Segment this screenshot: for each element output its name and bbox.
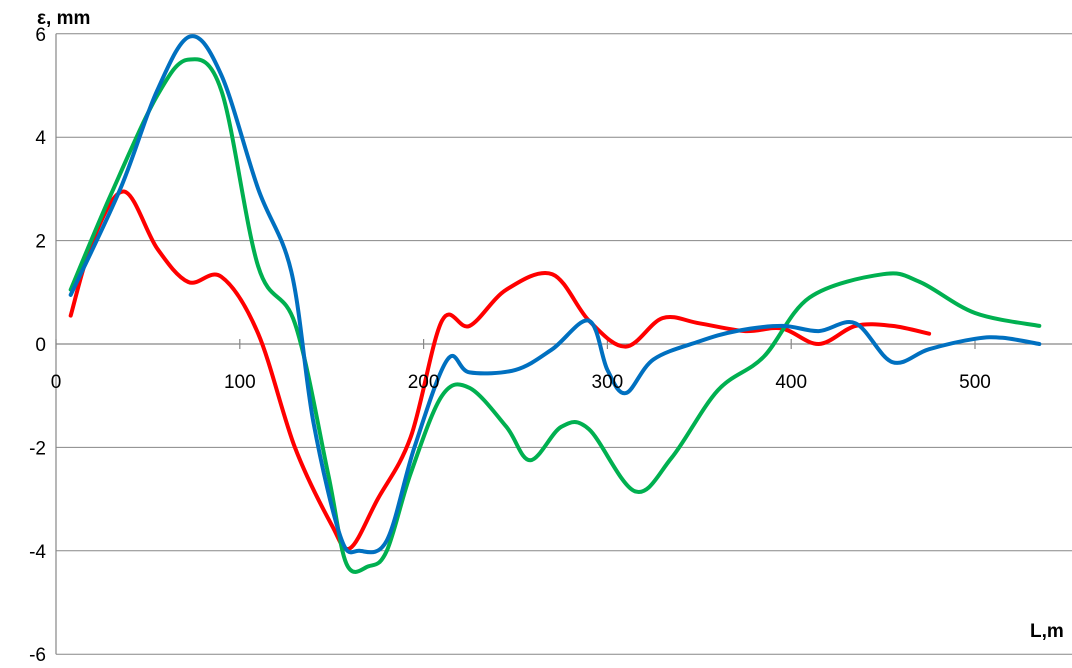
y-tick-label: 2 (35, 232, 46, 253)
y-tick-label: -2 (29, 438, 46, 459)
x-tick-label: 0 (51, 372, 62, 393)
x-tick-label: 400 (775, 372, 807, 393)
x-tick-label: 200 (408, 372, 440, 393)
y-axis-title: ε, mm (37, 8, 90, 29)
x-tick-label: 100 (224, 372, 256, 393)
series-red-line (68, 189, 932, 552)
series-blue-line (68, 34, 1042, 555)
axes (55, 33, 1072, 655)
y-tick-label: -4 (29, 542, 46, 563)
grid-lines (56, 33, 1072, 655)
y-tick-label: 0 (35, 335, 46, 356)
y-tick-label: 4 (35, 128, 46, 149)
series-green-line (68, 57, 1042, 574)
series-lines (68, 34, 1042, 574)
x-tick-label: 500 (959, 372, 991, 393)
x-tick-label: 300 (592, 372, 624, 393)
y-tick-label: -6 (29, 645, 46, 666)
x-axis-title: L,m (1030, 621, 1064, 642)
y-tick-label: 6 (35, 25, 46, 46)
tick-labels: 6 4 2 0 -2 -4 -6 0 100 200 300 400 500 (29, 25, 991, 666)
